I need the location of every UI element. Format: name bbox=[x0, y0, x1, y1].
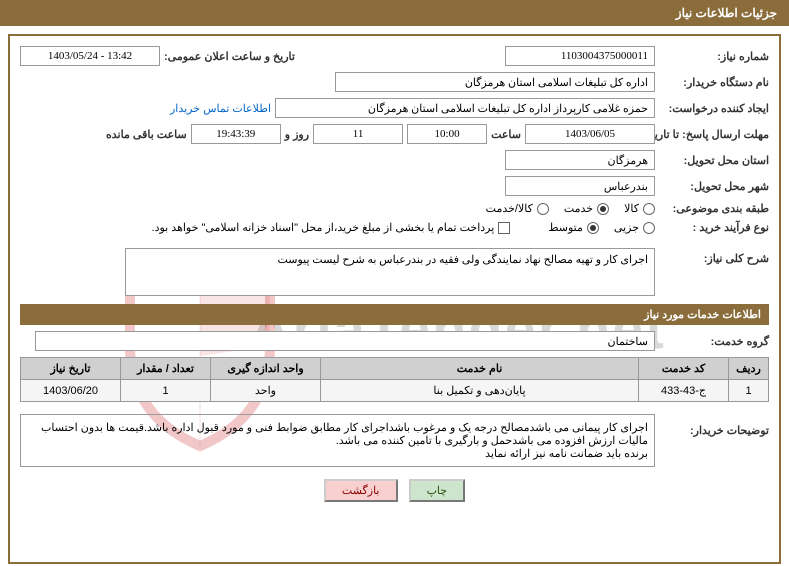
remaining-label: ساعت باقی مانده bbox=[106, 128, 187, 141]
announce-datetime-label: تاریخ و ساعت اعلان عمومی: bbox=[164, 50, 295, 63]
radio-medium[interactable]: متوسط bbox=[548, 221, 599, 234]
purchase-type-group: جزیی متوسط bbox=[548, 221, 655, 234]
th-name: نام خدمت bbox=[321, 358, 639, 380]
service-group-input[interactable] bbox=[35, 331, 655, 351]
radio-goods-service[interactable]: کالا/خدمت bbox=[486, 202, 549, 215]
th-code: کد خدمت bbox=[639, 358, 729, 380]
radio-partial-circle bbox=[643, 222, 655, 234]
requester-input[interactable] bbox=[275, 98, 655, 118]
announce-datetime-input[interactable] bbox=[20, 46, 160, 66]
subject-class-group: کالا خدمت کالا/خدمت bbox=[486, 202, 655, 215]
buyer-org-label: نام دستگاه خریدار: bbox=[659, 76, 769, 89]
days-remaining-input[interactable] bbox=[313, 124, 403, 144]
buyer-org-input[interactable] bbox=[335, 72, 655, 92]
page-header: جزئیات اطلاعات نیاز bbox=[0, 0, 789, 26]
radio-goods[interactable]: کالا bbox=[624, 202, 655, 215]
th-row: ردیف bbox=[729, 358, 769, 380]
cell-qty: 1 bbox=[121, 380, 211, 402]
purchase-type-label: نوع فرآیند خرید : bbox=[659, 221, 769, 234]
radio-service-label: خدمت bbox=[564, 202, 593, 215]
radio-partial-label: جزیی bbox=[614, 221, 639, 234]
subject-class-label: طبقه بندی موضوعی: bbox=[659, 202, 769, 215]
delivery-province-label: استان محل تحویل: bbox=[659, 154, 769, 167]
print-button[interactable]: چاپ bbox=[409, 479, 466, 502]
button-row: چاپ بازگشت bbox=[20, 479, 769, 502]
buyer-notes-box: اجرای کار پیمانی می باشدمصالح درجه یک و … bbox=[20, 414, 655, 467]
payment-checkbox[interactable] bbox=[498, 222, 510, 234]
th-unit: واحد اندازه گیری bbox=[211, 358, 321, 380]
page-title: جزئیات اطلاعات نیاز bbox=[676, 6, 777, 20]
back-button[interactable]: بازگشت bbox=[324, 479, 398, 502]
radio-goods-service-circle bbox=[537, 203, 549, 215]
time-remaining-input[interactable] bbox=[191, 124, 281, 144]
deadline-date-input[interactable] bbox=[525, 124, 655, 144]
deadline-label: مهلت ارسال پاسخ: تا تاریخ: bbox=[659, 128, 769, 141]
services-table: ردیف کد خدمت نام خدمت واحد اندازه گیری ت… bbox=[20, 357, 769, 402]
radio-partial[interactable]: جزیی bbox=[614, 221, 655, 234]
cell-date: 1403/06/20 bbox=[21, 380, 121, 402]
radio-goods-label: کالا bbox=[624, 202, 639, 215]
time-label: ساعت bbox=[491, 128, 521, 141]
radio-goods-circle bbox=[643, 203, 655, 215]
deadline-time-input[interactable] bbox=[407, 124, 487, 144]
days-label: روز و bbox=[285, 128, 309, 141]
need-desc-label: شرح کلی نیاز: bbox=[659, 248, 769, 265]
delivery-province-input[interactable] bbox=[505, 150, 655, 170]
service-group-label: گروه خدمت: bbox=[659, 335, 769, 348]
th-date: تاریخ نیاز bbox=[21, 358, 121, 380]
buyer-notes-label: توضیحات خریدار: bbox=[659, 408, 769, 437]
cell-code: ج-43-433 bbox=[639, 380, 729, 402]
need-desc-textarea[interactable]: اجرای کار و تهیه مصالح نهاد نمایندگی ولی… bbox=[125, 248, 655, 296]
th-qty: تعداد / مقدار bbox=[121, 358, 211, 380]
cell-row: 1 bbox=[729, 380, 769, 402]
payment-note: پرداخت تمام یا بخشی از مبلغ خرید،از محل … bbox=[152, 221, 495, 234]
radio-service-circle bbox=[597, 203, 609, 215]
need-number-label: شماره نیاز: bbox=[659, 50, 769, 63]
delivery-city-input[interactable] bbox=[505, 176, 655, 196]
main-container: AriaTender.net شماره نیاز: تاریخ و ساعت … bbox=[8, 34, 781, 564]
requester-label: ایجاد کننده درخواست: bbox=[659, 102, 769, 115]
cell-name: پایان‌دهی و تکمیل بنا bbox=[321, 380, 639, 402]
radio-goods-service-label: کالا/خدمت bbox=[486, 202, 533, 215]
delivery-city-label: شهر محل تحویل: bbox=[659, 180, 769, 193]
radio-medium-circle bbox=[587, 222, 599, 234]
cell-unit: واحد bbox=[211, 380, 321, 402]
table-row: 1 ج-43-433 پایان‌دهی و تکمیل بنا واحد 1 … bbox=[21, 380, 769, 402]
services-section-header: اطلاعات خدمات مورد نیاز bbox=[20, 304, 769, 325]
buyer-contact-link[interactable]: اطلاعات تماس خریدار bbox=[170, 102, 271, 115]
radio-service[interactable]: خدمت bbox=[564, 202, 609, 215]
need-number-input[interactable] bbox=[505, 46, 655, 66]
radio-medium-label: متوسط bbox=[548, 221, 583, 234]
